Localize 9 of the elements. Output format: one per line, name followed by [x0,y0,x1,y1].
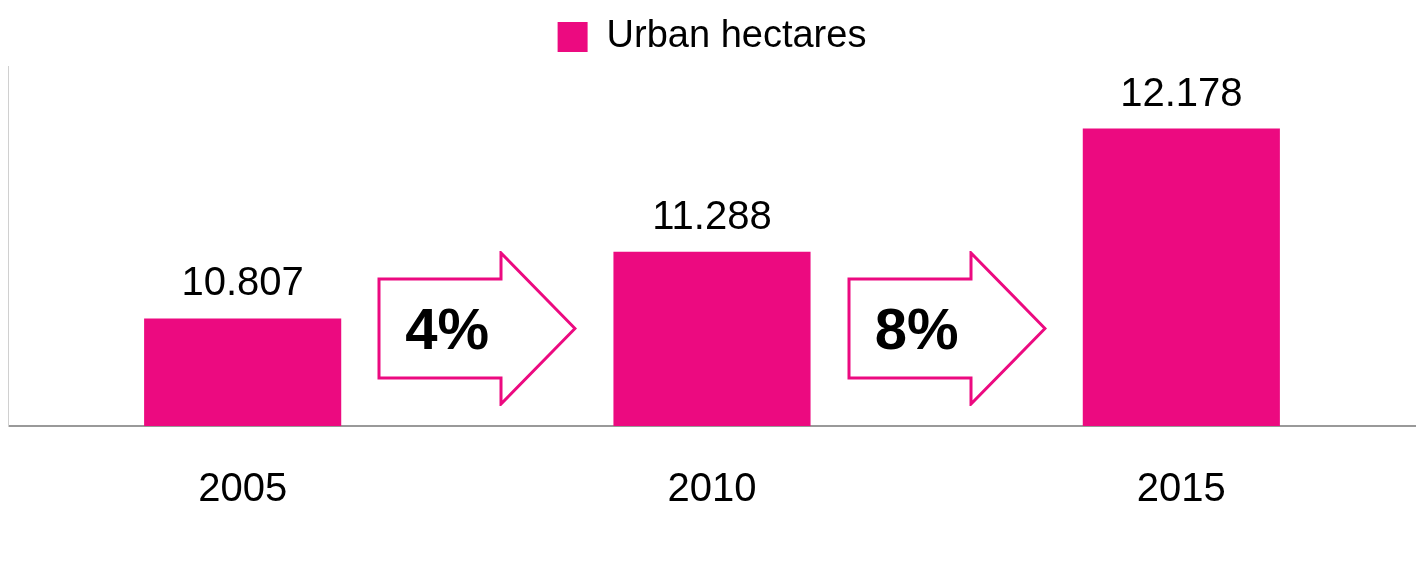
data-label: 10.807 [181,259,304,304]
data-label: 12.178 [1120,69,1243,114]
legend-label: Urban hectares [606,13,867,56]
annotation: 4% [405,295,490,361]
x-tick-label: 2005 [198,465,288,510]
x-tick-label: 2010 [667,465,757,510]
annotation: 8% [874,295,959,361]
x-tick-label: 2015 [1136,465,1226,510]
data-label: 11.288 [652,192,772,237]
